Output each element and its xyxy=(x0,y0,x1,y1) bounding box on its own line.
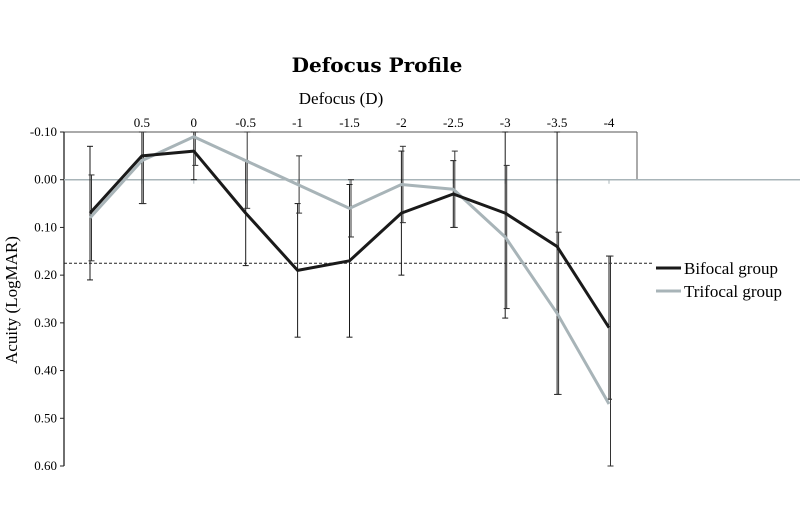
series-lines xyxy=(88,135,611,405)
x-axis-label: Defocus (D) xyxy=(299,89,384,108)
x-tick-label: -1 xyxy=(292,115,303,130)
y-tick-label: 0.30 xyxy=(34,315,57,330)
y-tick-label: 0.40 xyxy=(34,363,57,378)
x-tick-label: -2 xyxy=(396,115,407,130)
x-tick-label: -3 xyxy=(500,115,511,130)
x-tick-label: 0 xyxy=(191,115,198,130)
y-tick-label: 0.10 xyxy=(34,219,57,234)
y-tick-label: -0.10 xyxy=(30,124,57,139)
legend-label-bifocal: Bifocal group xyxy=(684,259,778,278)
axis-ticks: -0.100.000.100.200.300.400.500.600.5 0 -0.… xyxy=(30,115,615,473)
x-tick-label: -3.5 xyxy=(547,115,568,130)
y-tick-label: 0.60 xyxy=(34,458,57,473)
plot-area: -0.100.000.100.200.300.400.500.600.5 0 -0.… xyxy=(30,115,800,473)
legend: Bifocal group Trifocal group xyxy=(656,259,782,301)
y-axis-label: Acuity (LogMAR) xyxy=(2,236,21,364)
y-tick-label: 0.50 xyxy=(34,410,57,425)
y-tick-label: 0.00 xyxy=(34,172,57,187)
legend-label-trifocal: Trifocal group xyxy=(684,282,782,301)
x-tick-label: -2.5 xyxy=(443,115,464,130)
x-tick-label: -0.5 xyxy=(235,115,256,130)
series-line-bifocal xyxy=(88,149,611,329)
x-tick-label: -1.5 xyxy=(339,115,360,130)
chart-title: Defocus Profile xyxy=(292,53,463,77)
x-tick-label: -4 xyxy=(604,115,615,130)
x-tick-label: 0.5 xyxy=(134,115,150,130)
series-line-trifocal xyxy=(88,135,611,405)
error-bars xyxy=(87,131,614,467)
y-tick-label: 0.20 xyxy=(34,267,57,282)
